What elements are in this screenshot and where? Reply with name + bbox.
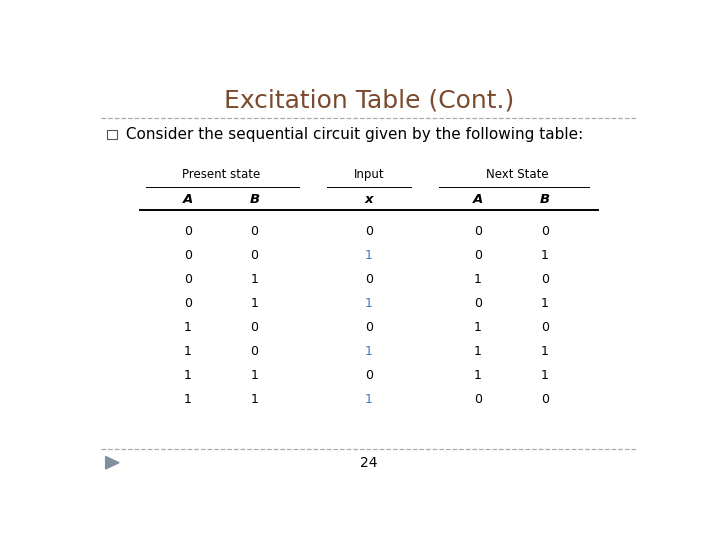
- Text: Consider the sequential circuit given by the following table:: Consider the sequential circuit given by…: [121, 127, 583, 141]
- Text: 0: 0: [541, 273, 549, 286]
- Text: 0: 0: [474, 225, 482, 238]
- Text: 1: 1: [474, 321, 482, 334]
- Text: 0: 0: [365, 225, 373, 238]
- Text: 1: 1: [251, 273, 258, 286]
- Text: Excitation Table (Cont.): Excitation Table (Cont.): [224, 88, 514, 112]
- Text: 0: 0: [541, 225, 549, 238]
- Text: 0: 0: [365, 321, 373, 334]
- Text: B: B: [540, 193, 550, 206]
- Text: 1: 1: [251, 297, 258, 310]
- Text: 1: 1: [365, 394, 373, 407]
- Text: 0: 0: [474, 394, 482, 407]
- Text: 0: 0: [541, 394, 549, 407]
- Text: 1: 1: [474, 369, 482, 382]
- Text: 0: 0: [251, 345, 258, 358]
- Text: 1: 1: [251, 394, 258, 407]
- Text: 0: 0: [184, 273, 192, 286]
- Text: B: B: [250, 193, 260, 206]
- Text: A: A: [183, 193, 193, 206]
- Text: 0: 0: [184, 249, 192, 262]
- Text: 0: 0: [365, 273, 373, 286]
- Text: 1: 1: [184, 394, 192, 407]
- Text: 24: 24: [360, 456, 378, 470]
- Text: 1: 1: [251, 369, 258, 382]
- Text: A: A: [473, 193, 483, 206]
- Text: 1: 1: [474, 345, 482, 358]
- Text: 1: 1: [541, 369, 549, 382]
- Text: 1: 1: [184, 345, 192, 358]
- Text: 0: 0: [251, 249, 258, 262]
- Text: 0: 0: [474, 249, 482, 262]
- Text: 0: 0: [184, 297, 192, 310]
- Text: 1: 1: [365, 345, 373, 358]
- Text: x: x: [365, 193, 373, 206]
- Text: 1: 1: [541, 249, 549, 262]
- Polygon shape: [106, 456, 119, 469]
- Text: 1: 1: [365, 249, 373, 262]
- Text: 0: 0: [474, 297, 482, 310]
- Text: Input: Input: [354, 168, 384, 181]
- Text: 1: 1: [184, 321, 192, 334]
- Text: 0: 0: [365, 369, 373, 382]
- Text: 0: 0: [541, 321, 549, 334]
- Text: 0: 0: [184, 225, 192, 238]
- Text: 1: 1: [541, 297, 549, 310]
- Text: 1: 1: [365, 297, 373, 310]
- Text: 1: 1: [474, 273, 482, 286]
- Text: 1: 1: [184, 369, 192, 382]
- Text: 1: 1: [541, 345, 549, 358]
- Bar: [107, 130, 117, 139]
- Text: 0: 0: [251, 225, 258, 238]
- Text: Next State: Next State: [485, 168, 548, 181]
- Text: 0: 0: [251, 321, 258, 334]
- Text: Present state: Present state: [182, 168, 260, 181]
